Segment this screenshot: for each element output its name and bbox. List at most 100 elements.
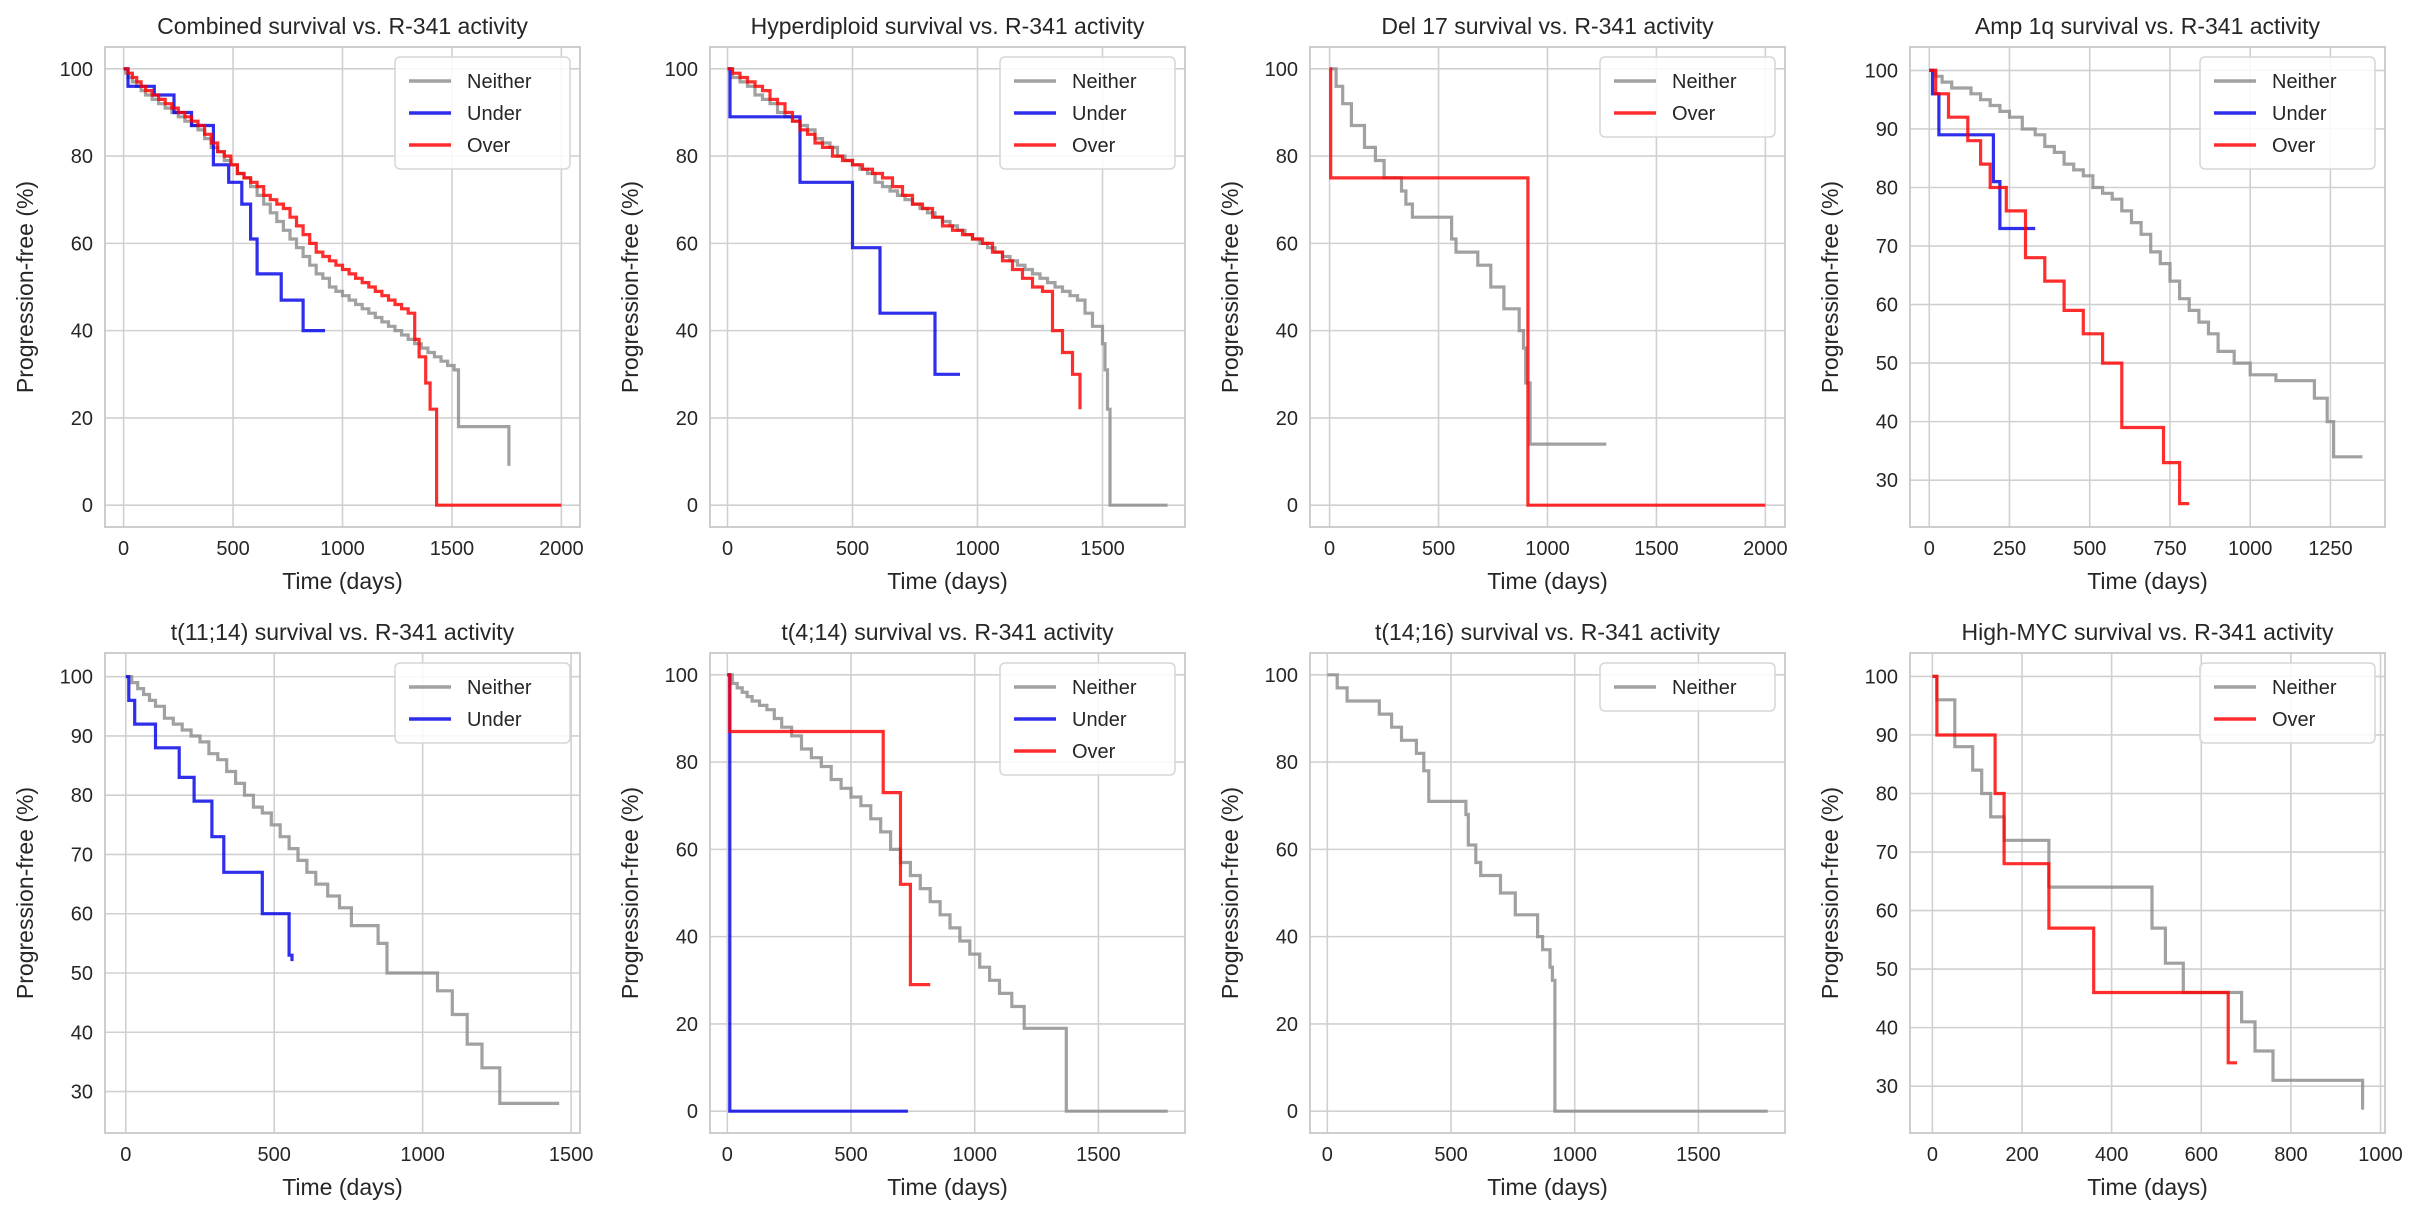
panel-3-del: 0 500 1000 1500 2000 0 20 40 60 80 100 Del 17 survi…: [1217, 13, 1788, 594]
chart-title: t(14;16) survival vs. R-341 activity: [1375, 619, 1721, 645]
legend: Neither Under: [394, 662, 571, 744]
legend-label-under: Under: [467, 103, 522, 125]
legend-label-under: Under: [467, 709, 522, 731]
y-tick-label: 30: [1876, 1076, 1898, 1098]
panel-8-high-myc: 0 200 400 600 800 1000 30 40 50 60 70 80 90 100 High-M…: [1817, 619, 2403, 1200]
x-tick-label: 200: [2005, 1144, 2038, 1166]
legend-box: [1599, 56, 1776, 138]
legend: Neither Under Over: [999, 662, 1176, 776]
y-tick-label: 50: [71, 963, 93, 985]
x-tick-label: 500: [836, 538, 869, 560]
series-over-line: [727, 673, 931, 987]
x-tick-label: 2000: [1743, 538, 1788, 560]
y-tick-label: 60: [1876, 295, 1898, 317]
x-tick-label: 1000: [955, 538, 1000, 560]
y-tick-label: 100: [1865, 60, 1898, 82]
y-tick-label: 100: [1865, 666, 1898, 688]
x-tick-label: 500: [834, 1144, 867, 1166]
x-axis-label: Time (days): [887, 568, 1008, 594]
plot-frame: [1909, 652, 2386, 1134]
y-tick-label: 40: [1876, 1018, 1898, 1040]
legend-box: [2199, 662, 2376, 744]
y-tick-label: 40: [71, 321, 93, 343]
legend-label-neither: Neither: [2272, 677, 2337, 699]
x-tick-label: 1000: [320, 538, 365, 560]
legend-box: [1599, 662, 1776, 712]
x-tick-label: 0: [118, 538, 129, 560]
legend: Neither Under Over: [999, 56, 1176, 170]
y-axis-label: Progression-free (%): [617, 787, 643, 999]
x-tick-label: 1000: [2228, 538, 2273, 560]
y-tick-label: 20: [1276, 1014, 1298, 1036]
legend-label-neither: Neither: [1072, 71, 1137, 93]
legend-box: [394, 662, 571, 744]
y-tick-label: 90: [71, 726, 93, 748]
y-tick-label: 60: [676, 233, 698, 255]
panel-5-t-11-14: 0 500 1000 1500 30 40 50 60 70 80 90 100 t(11;14) su…: [12, 619, 593, 1200]
y-axis-label: Progression-free (%): [1817, 181, 1843, 393]
y-axis-label: Progression-free (%): [12, 181, 38, 393]
y-tick-label: 40: [676, 927, 698, 949]
y-tick-label: 100: [60, 59, 93, 81]
y-tick-label: 20: [1276, 408, 1298, 430]
legend-label-over: Over: [1072, 135, 1116, 157]
x-axis-label: Time (days): [2087, 1174, 2208, 1200]
y-tick-label: 100: [1265, 59, 1298, 81]
legend-label-neither: Neither: [467, 71, 532, 93]
legend-box: [394, 56, 571, 170]
y-tick-label: 100: [1265, 665, 1298, 687]
legend-label-under: Under: [2272, 103, 2327, 125]
panel-7-t-14-16: 0 500 1000 1500 0 20 40 60 80 100 t(14;16) surviva…: [1217, 619, 1786, 1200]
legend-box: [999, 56, 1176, 170]
legend: Neither Over: [2199, 662, 2376, 744]
x-tick-label: 0: [1322, 1144, 1333, 1166]
series-under-line: [727, 67, 960, 376]
series-neither-line: [1329, 67, 1607, 446]
x-tick-label: 1500: [549, 1144, 594, 1166]
x-tick-label: 1000: [1552, 1144, 1597, 1166]
legend-label-over: Over: [2272, 135, 2316, 157]
x-tick-label: 800: [2274, 1144, 2307, 1166]
x-axis-label: Time (days): [1487, 1174, 1608, 1200]
series-neither-line: [1932, 674, 2365, 1110]
x-tick-label: 500: [216, 538, 249, 560]
x-tick-label: 0: [120, 1144, 131, 1166]
plot-frame: [104, 652, 581, 1134]
y-tick-label: 80: [1876, 177, 1898, 199]
legend-label-over: Over: [467, 135, 511, 157]
series-over-line: [1932, 674, 2238, 1065]
x-tick-label: 0: [722, 538, 733, 560]
x-tick-label: 1000: [400, 1144, 445, 1166]
y-tick-label: 40: [1276, 927, 1298, 949]
y-tick-label: 0: [687, 495, 698, 517]
y-tick-label: 100: [665, 665, 698, 687]
series-over-line: [1929, 68, 2190, 506]
x-tick-label: 0: [1927, 1144, 1938, 1166]
y-tick-label: 100: [665, 59, 698, 81]
y-axis-label: Progression-free (%): [1817, 787, 1843, 999]
y-tick-label: 40: [1276, 321, 1298, 343]
y-tick-label: 80: [71, 146, 93, 168]
legend-label-neither: Neither: [467, 677, 532, 699]
x-tick-label: 1500: [430, 538, 475, 560]
x-tick-label: 500: [258, 1144, 291, 1166]
legend: Neither: [1599, 662, 1776, 712]
series-under-line: [727, 673, 908, 1113]
legend: Neither Over: [1599, 56, 1776, 138]
y-tick-label: 20: [71, 408, 93, 430]
x-axis-label: Time (days): [1487, 568, 1608, 594]
x-tick-label: 1500: [1634, 538, 1679, 560]
y-tick-label: 0: [1287, 1101, 1298, 1123]
y-tick-label: 60: [1276, 233, 1298, 255]
x-axis-label: Time (days): [887, 1174, 1008, 1200]
x-tick-label: 500: [2073, 538, 2106, 560]
y-tick-label: 80: [676, 752, 698, 774]
x-tick-label: 0: [1324, 538, 1335, 560]
y-tick-label: 50: [1876, 959, 1898, 981]
y-tick-label: 80: [1276, 752, 1298, 774]
y-axis-label: Progression-free (%): [1217, 181, 1243, 393]
chart-title: Amp 1q survival vs. R-341 activity: [1975, 13, 2321, 39]
panel-2-hyperdiploid: 0 500 1000 1500 0 20 40 60 80 100 Hyperdiploid sur…: [617, 13, 1186, 594]
x-tick-label: 500: [1422, 538, 1455, 560]
y-tick-label: 20: [676, 1014, 698, 1036]
